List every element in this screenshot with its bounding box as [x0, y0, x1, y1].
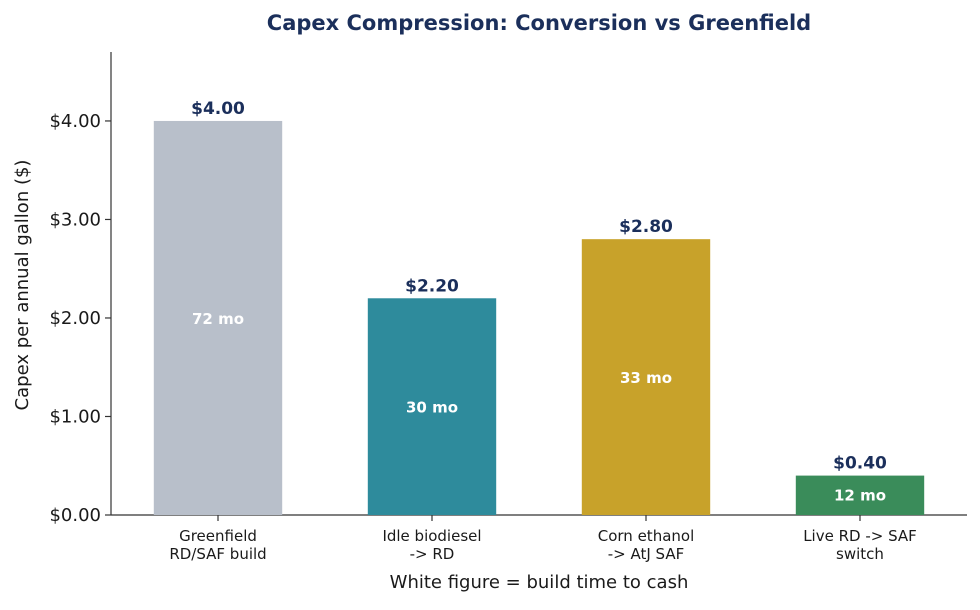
- bar: [367, 298, 497, 515]
- x-tick-label: switch: [836, 545, 884, 563]
- y-tick-label: $1.00: [49, 406, 101, 427]
- bar: [795, 475, 925, 515]
- x-tick-label: Live RD -> SAF: [803, 527, 917, 545]
- bar-value-label: $2.80: [619, 217, 673, 237]
- x-tick-label: -> AtJ SAF: [608, 545, 685, 563]
- x-tick-label: Corn ethanol: [598, 527, 695, 545]
- y-tick-label: $2.00: [49, 308, 101, 329]
- bar-build-time-label: 33 mo: [620, 369, 672, 387]
- x-tick-label: -> RD: [410, 545, 455, 563]
- bar-build-time-label: 30 mo: [406, 399, 458, 417]
- y-tick-label: $0.00: [49, 505, 101, 526]
- x-tick-label: RD/SAF build: [169, 545, 266, 563]
- bar-value-label: $4.00: [191, 99, 245, 119]
- x-tick-label: Greenfield: [179, 527, 257, 545]
- x-axis-label: White figure = build time to cash: [390, 572, 689, 593]
- bar-value-label: $2.20: [405, 276, 459, 296]
- chart-title: Capex Compression: Conversion vs Greenfi…: [267, 11, 811, 35]
- bar: [581, 239, 711, 515]
- bar: [153, 120, 283, 515]
- bar-build-time-label: 72 mo: [192, 310, 244, 328]
- y-tick-label: $4.00: [49, 111, 101, 132]
- bar-build-time-label: 12 mo: [834, 486, 886, 504]
- x-tick-label: Idle biodiesel: [382, 527, 481, 545]
- y-tick-label: $3.00: [49, 209, 101, 230]
- bar-value-label: $0.40: [833, 454, 887, 474]
- y-axis-label: Capex per annual gallon ($): [12, 160, 33, 411]
